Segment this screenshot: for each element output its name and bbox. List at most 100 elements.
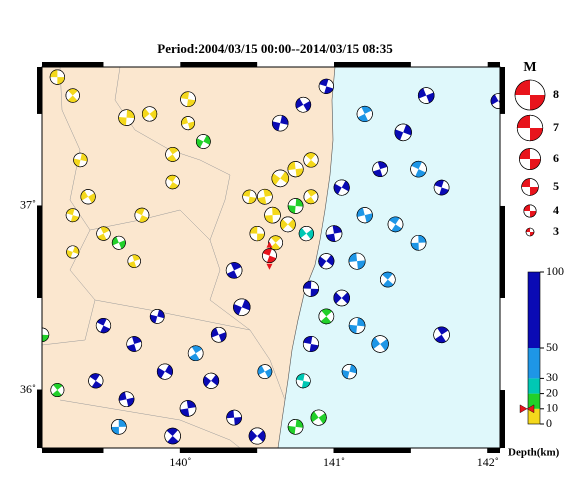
beach-ball [226,409,242,426]
beach-ball [318,78,334,94]
y-tick-label: 37˚ [20,198,36,212]
ball-rim [295,96,312,113]
beach-ball [325,225,343,242]
ball-quadrant [299,227,314,240]
ball-rim [262,248,277,264]
ball-quadrant [135,208,149,223]
ball-quadrant [157,364,173,379]
beach-ball [141,106,158,122]
ball-quadrant [305,152,317,168]
magnitude-legend-ball [521,178,539,196]
ball-rim [49,69,65,85]
beach-ball [287,198,304,214]
ball-rim [249,225,265,242]
depth-colorbar-segment [528,408,540,424]
beach-ball [233,298,251,316]
ball-rim [88,373,104,389]
ball-rim [257,188,273,205]
ball-rim [180,91,196,108]
beach-ball [271,169,289,188]
beach-ball [295,373,311,389]
frame-bar [487,448,500,453]
ball-rim [310,409,327,426]
ball-rim [356,105,373,122]
beach-ball [295,96,312,113]
beach-ball [372,161,388,177]
ball-rim [514,79,546,111]
ball-rim [80,189,96,205]
ball-quadrant [371,337,389,351]
ball-quadrant [233,299,251,315]
ball-rim [264,206,281,224]
ball-rim [318,253,335,270]
main-event [262,248,277,264]
beach-ball [225,262,243,279]
ball-quadrant [295,98,311,112]
y-tick-label: 36˚ [20,382,36,396]
beach-ball [181,116,195,131]
ball-rim [302,335,319,353]
depth-tick-label: 20 [546,385,558,399]
beach-ball [249,225,265,242]
ball-quadrant [264,207,281,224]
ball-quadrant [66,208,80,222]
ball-quadrant [97,226,110,241]
ball-quadrant [521,178,539,196]
ball-quadrant [411,161,426,178]
ball-quadrant [50,69,65,85]
ball-rim [126,336,143,352]
ball-quadrant [270,235,281,250]
ball-rim [118,391,135,408]
ball-quadrant [348,253,366,270]
ball-rim [111,235,126,250]
beach-ball [242,189,257,204]
ball-quadrant [66,246,79,258]
ball-rim [111,419,127,435]
ball-rim [387,216,404,233]
beach-ball [287,161,304,178]
ball-quadrant [287,161,304,177]
beach-ball [333,289,350,307]
ball-quadrant [180,91,196,107]
ball-quadrant [118,109,135,126]
basemap [42,67,500,448]
ball-quadrant [305,189,317,204]
beach-ball [149,309,165,324]
depth-colorbar-segment [528,393,540,409]
ball-rim [303,152,319,168]
ball-rim [348,317,366,334]
ball-rim [210,326,227,343]
beach-ball [118,109,135,126]
ball-rim [410,160,427,178]
frame-bar [500,390,505,448]
ball-quadrant [111,419,127,435]
beach-ball [210,326,227,343]
frame-bar [180,448,258,453]
ball-quadrant [226,262,242,279]
magnitude-legend-label: 6 [553,151,559,165]
ball-rim [379,271,396,288]
magnitude-legend-label: 5 [553,179,559,193]
frame-bar [180,62,258,67]
ball-quadrant [166,175,179,189]
beach-ball [303,189,319,205]
beach-ball [257,364,273,379]
ball-rim [156,363,173,380]
beach-ball [394,123,412,142]
beach-ball [356,207,373,224]
ball-quadrant [262,248,277,263]
ball-rim [333,289,350,307]
frame-bar [37,67,42,114]
ball-quadrant [357,106,372,122]
beach-ball [387,216,404,233]
frame-bar [37,205,42,298]
ball-quadrant [142,108,157,120]
beach-ball [164,427,181,445]
ball-quadrant [382,272,394,288]
ball-quadrant [166,428,179,444]
beach-ball [298,225,314,242]
beach-ball [126,336,143,352]
beach-ball [302,280,319,297]
beach-ball [348,252,366,270]
ball-rim [195,134,211,149]
